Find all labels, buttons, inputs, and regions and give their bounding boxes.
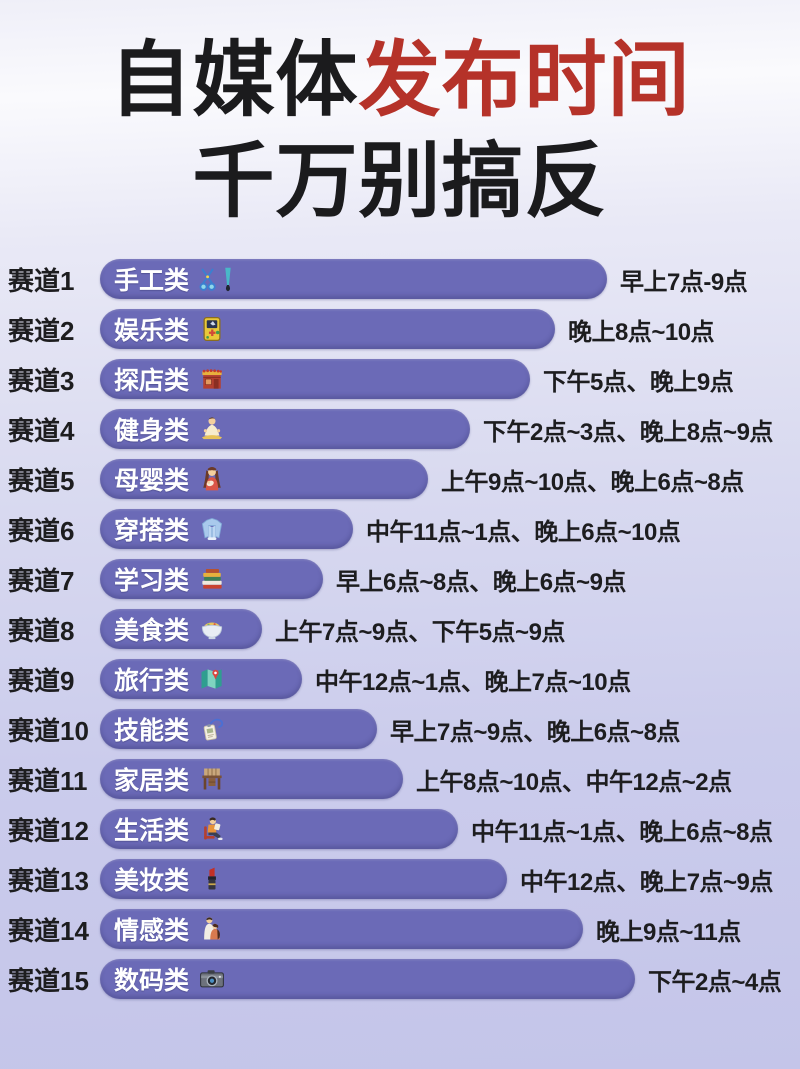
category-label: 生活类 — [114, 817, 190, 845]
track-label: 赛道4 — [8, 415, 75, 446]
track-label: 赛道8 — [8, 615, 75, 646]
track-label: 赛道6 — [8, 515, 75, 546]
category-label: 娱乐类 — [114, 317, 190, 345]
map-icon — [198, 665, 226, 693]
storefront-icon — [198, 365, 226, 393]
page-title: 自媒体发布时间 千万别搞反 — [0, 0, 800, 232]
time-label: 中午11点~1点、晚上6点~10点 — [366, 518, 681, 546]
track-row: 赛道3 探店类 下午5点、晚上9点 — [8, 359, 794, 399]
category-bar: 数码类 — [100, 959, 635, 999]
time-label: 早上7点~9点、晚上6点~8点 — [390, 718, 680, 746]
time-label: 晚上9点~11点 — [596, 918, 741, 946]
category-label: 情感类 — [114, 917, 190, 945]
category-label: 探店类 — [114, 367, 190, 395]
person-reading-icon — [198, 815, 226, 843]
category-bar: 探店类 — [100, 359, 530, 399]
category-label: 家居类 — [114, 767, 190, 795]
track-label: 赛道3 — [8, 365, 75, 396]
track-row: 赛道1 手工类 早上7点-9点 — [8, 259, 794, 299]
category-bar: 穿搭类 — [100, 509, 353, 549]
track-row: 赛道8 美食类 上午7点~9点、下午5点~9点 — [8, 609, 794, 649]
time-label: 下午2点~4点 — [648, 968, 782, 996]
track-label: 赛道1 — [8, 265, 75, 296]
time-label: 早上6点~8点、晚上6点~9点 — [336, 568, 626, 596]
time-label: 中午12点~1点、晚上7点~10点 — [315, 668, 631, 696]
track-row: 赛道11 家居类 上午8点~10点、中午12点~2点 — [8, 759, 794, 799]
track-row: 赛道14 情感类 晚上9点~11点 — [8, 909, 794, 949]
track-label: 赛道5 — [8, 465, 75, 496]
category-label: 手工类 — [114, 267, 190, 295]
category-label: 健身类 — [114, 417, 190, 445]
books-icon — [198, 565, 226, 593]
title-line1-red: 发布时间 — [358, 35, 691, 126]
time-label: 上午8点~10点、中午12点~2点 — [416, 768, 732, 796]
meditation-icon — [198, 415, 226, 443]
title-line1-black: 自媒体 — [109, 35, 359, 126]
category-bar: 母婴类 — [100, 459, 428, 499]
track-row: 赛道10 技能类 早上7点~9点、晚上6点~8点 — [8, 709, 794, 749]
track-row: 赛道6 穿搭类 中午11点~1点、晚上6点~10点 — [8, 509, 794, 549]
track-label: 赛道13 — [8, 865, 89, 896]
time-label: 下午2点~3点、晚上8点~9点 — [483, 418, 773, 446]
category-label: 美妆类 — [114, 867, 190, 895]
track-row: 赛道15 数码类 下午2点~4点 — [8, 959, 794, 999]
time-label: 中午11点~1点、晚上6点~8点 — [471, 818, 773, 846]
time-label: 上午9点~10点、晚上6点~8点 — [441, 468, 744, 496]
time-label: 上午7点~9点、下午5点~9点 — [275, 618, 565, 646]
jacket-icon — [198, 515, 226, 543]
category-bar: 情感类 — [100, 909, 583, 949]
couple-icon — [198, 915, 226, 943]
category-bar: 旅行类 — [100, 659, 302, 699]
track-label: 赛道15 — [8, 965, 89, 996]
category-bar: 健身类 — [100, 409, 470, 449]
track-label: 赛道11 — [8, 765, 88, 796]
category-label: 穿搭类 — [114, 517, 190, 545]
time-label: 下午5点、晚上9点 — [543, 368, 734, 396]
mother-baby-icon — [198, 465, 226, 493]
noodle-bowl-icon — [198, 615, 226, 643]
time-label: 中午12点、晚上7点~9点 — [520, 868, 773, 896]
lipstick-icon — [198, 865, 226, 893]
track-row: 赛道5 母婴类 上午9点~10点、晚上6点~8点 — [8, 459, 794, 499]
category-bar: 生活类 — [100, 809, 458, 849]
game-console-icon — [198, 315, 226, 343]
category-label: 数码类 — [114, 967, 190, 995]
track-label: 赛道14 — [8, 915, 89, 946]
time-label: 早上7点-9点 — [620, 268, 748, 296]
category-label: 学习类 — [114, 567, 190, 595]
track-label: 赛道10 — [8, 715, 89, 746]
track-row: 赛道2 娱乐类 晚上8点~10点 — [8, 309, 794, 349]
track-list: 赛道1 手工类 早上7点-9点赛道2 娱乐类 晚上8点~10点赛道3 探店类 下午5点、晚上… — [0, 259, 800, 999]
track-row: 赛道13 美妆类 中午12点、晚上7点~9点 — [8, 859, 794, 899]
title-line1: 自媒体发布时间 — [0, 30, 800, 131]
category-bar: 学习类 — [100, 559, 323, 599]
category-label: 美食类 — [114, 617, 190, 645]
badge-icon — [198, 715, 226, 743]
category-label: 母婴类 — [114, 467, 190, 495]
track-label: 赛道7 — [8, 565, 75, 596]
scissors-brush-icon — [198, 265, 238, 294]
category-bar: 家居类 — [100, 759, 403, 799]
title-line2: 千万别搞反 — [192, 136, 608, 227]
category-bar: 技能类 — [100, 709, 377, 749]
track-row: 赛道4 健身类 下午2点~3点、晚上8点~9点 — [8, 409, 794, 449]
category-bar: 娱乐类 — [100, 309, 555, 349]
category-label: 旅行类 — [114, 667, 190, 695]
track-row: 赛道12 生活类 中午11点~1点、晚上6点~8点 — [8, 809, 794, 849]
track-label: 赛道2 — [8, 315, 75, 346]
track-label: 赛道12 — [8, 815, 89, 846]
category-bar: 美妆类 — [100, 859, 507, 899]
category-bar: 美食类 — [100, 609, 262, 649]
camera-icon — [198, 965, 226, 993]
track-label: 赛道9 — [8, 665, 75, 696]
category-label: 技能类 — [114, 717, 190, 745]
track-row: 赛道7 学习类 早上6点~8点、晚上6点~9点 — [8, 559, 794, 599]
time-label: 晚上8点~10点 — [568, 318, 715, 346]
category-bar: 手工类 — [100, 259, 607, 299]
track-row: 赛道9 旅行类 中午12点~1点、晚上7点~10点 — [8, 659, 794, 699]
desk-icon — [198, 765, 226, 793]
